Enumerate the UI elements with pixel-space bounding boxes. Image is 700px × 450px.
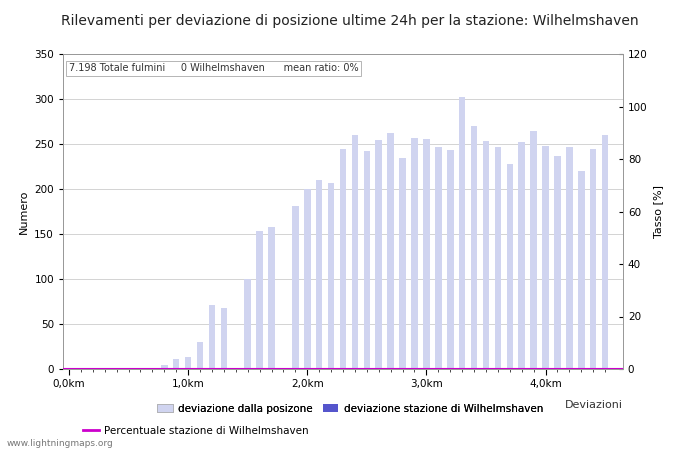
Bar — [209, 305, 215, 369]
Bar — [351, 135, 358, 369]
Bar — [507, 164, 513, 369]
Legend: Percentuale stazione di Wilhelmshaven: Percentuale stazione di Wilhelmshaven — [79, 422, 313, 440]
Bar — [328, 183, 335, 369]
Bar — [566, 147, 573, 369]
Bar — [197, 342, 203, 369]
Bar — [316, 180, 323, 369]
Bar — [519, 142, 525, 369]
Bar — [161, 364, 167, 369]
Bar — [340, 148, 346, 369]
Bar — [495, 147, 501, 369]
Bar — [542, 146, 549, 369]
Bar — [185, 357, 191, 369]
Bar — [435, 147, 442, 369]
Legend: deviazione dalla posizone, deviazione stazione di Wilhelmshaven: deviazione dalla posizone, deviazione st… — [153, 400, 547, 418]
Bar — [471, 126, 477, 369]
Bar — [459, 97, 466, 369]
Bar — [268, 227, 275, 369]
Bar — [483, 141, 489, 369]
Text: Rilevamenti per deviazione di posizione ultime 24h per la stazione: Wilhelmshave: Rilevamenti per deviazione di posizione … — [61, 14, 639, 27]
Text: www.lightningmaps.org: www.lightningmaps.org — [7, 439, 113, 448]
Text: 7.198 Totale fulmini     0 Wilhelmshaven      mean ratio: 0%: 7.198 Totale fulmini 0 Wilhelmshaven mea… — [69, 63, 358, 73]
Bar — [304, 189, 311, 369]
Bar — [173, 359, 179, 369]
Bar — [220, 308, 227, 369]
Bar — [590, 149, 596, 369]
Y-axis label: Tasso [%]: Tasso [%] — [653, 185, 663, 238]
Bar — [387, 133, 394, 369]
Bar — [602, 135, 608, 369]
Bar — [578, 171, 584, 369]
Bar — [554, 156, 561, 369]
Bar — [399, 158, 406, 369]
Bar — [244, 279, 251, 369]
Bar — [292, 206, 299, 369]
Y-axis label: Numero: Numero — [19, 189, 29, 234]
Bar — [363, 151, 370, 369]
Text: Deviazioni: Deviazioni — [565, 400, 623, 410]
Bar — [447, 150, 454, 369]
Bar — [531, 130, 537, 369]
Bar — [375, 140, 382, 369]
Bar — [256, 231, 263, 369]
Bar — [411, 138, 418, 369]
Bar — [423, 139, 430, 369]
